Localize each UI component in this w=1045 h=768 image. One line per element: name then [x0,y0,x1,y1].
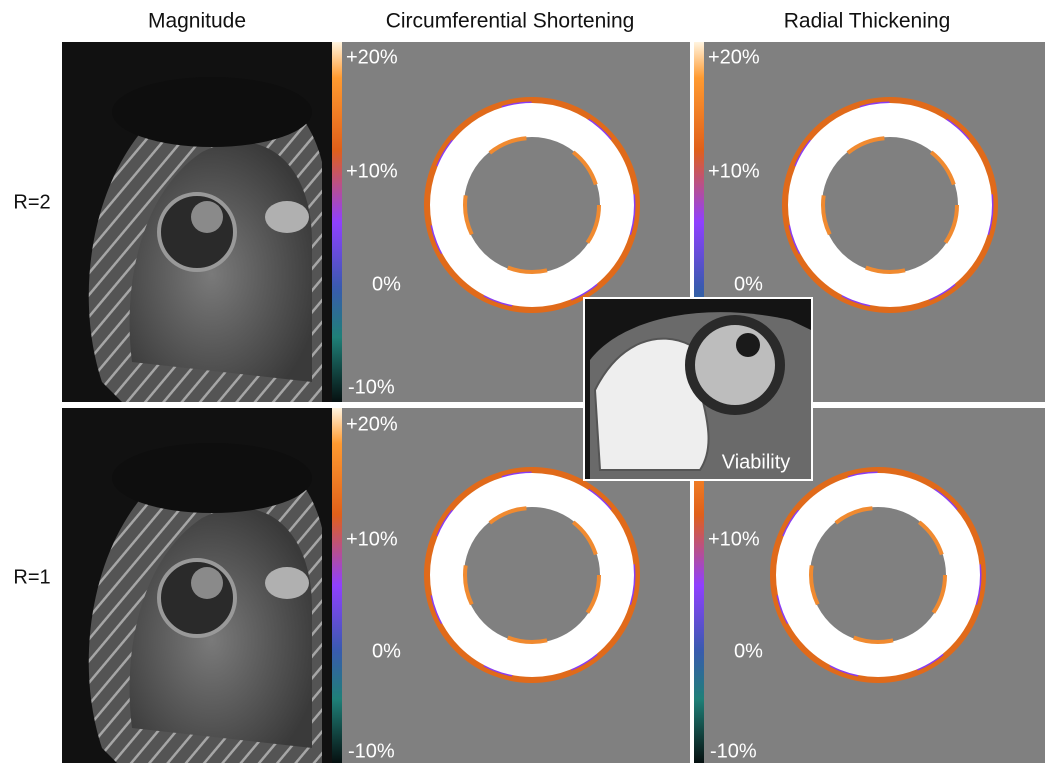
column-header: Radial Thickening [784,10,951,33]
viability-inset: Viability [583,297,813,481]
colorbar-label: +10% [346,528,398,550]
row-label: R=1 [13,566,50,588]
colorbar-label: -10% [348,376,395,398]
colorbar-label: +10% [708,528,760,550]
colorbar-label: +20% [346,413,398,435]
colorbar-label: 0% [734,640,763,662]
colorbar-label: 0% [372,640,401,662]
magnitude-image [62,408,332,763]
colorbar-label: +10% [708,160,760,182]
inset-label: Viability [722,451,791,473]
colorbar-label: +10% [346,160,398,182]
colorbar-label: -10% [348,740,395,762]
magnitude-image [62,42,332,402]
colorbar-label: 0% [372,273,401,295]
column-header: Magnitude [148,10,246,33]
figure: Magnitude Circumferential Shortening Rad… [0,0,1045,763]
colorbar-label: -10% [710,740,757,762]
colorbar-label: +20% [708,46,760,68]
colorbar-label: +20% [346,46,398,68]
column-header: Circumferential Shortening [386,10,635,33]
colorbar-label: 0% [734,273,763,295]
row-label: R=2 [13,191,50,213]
